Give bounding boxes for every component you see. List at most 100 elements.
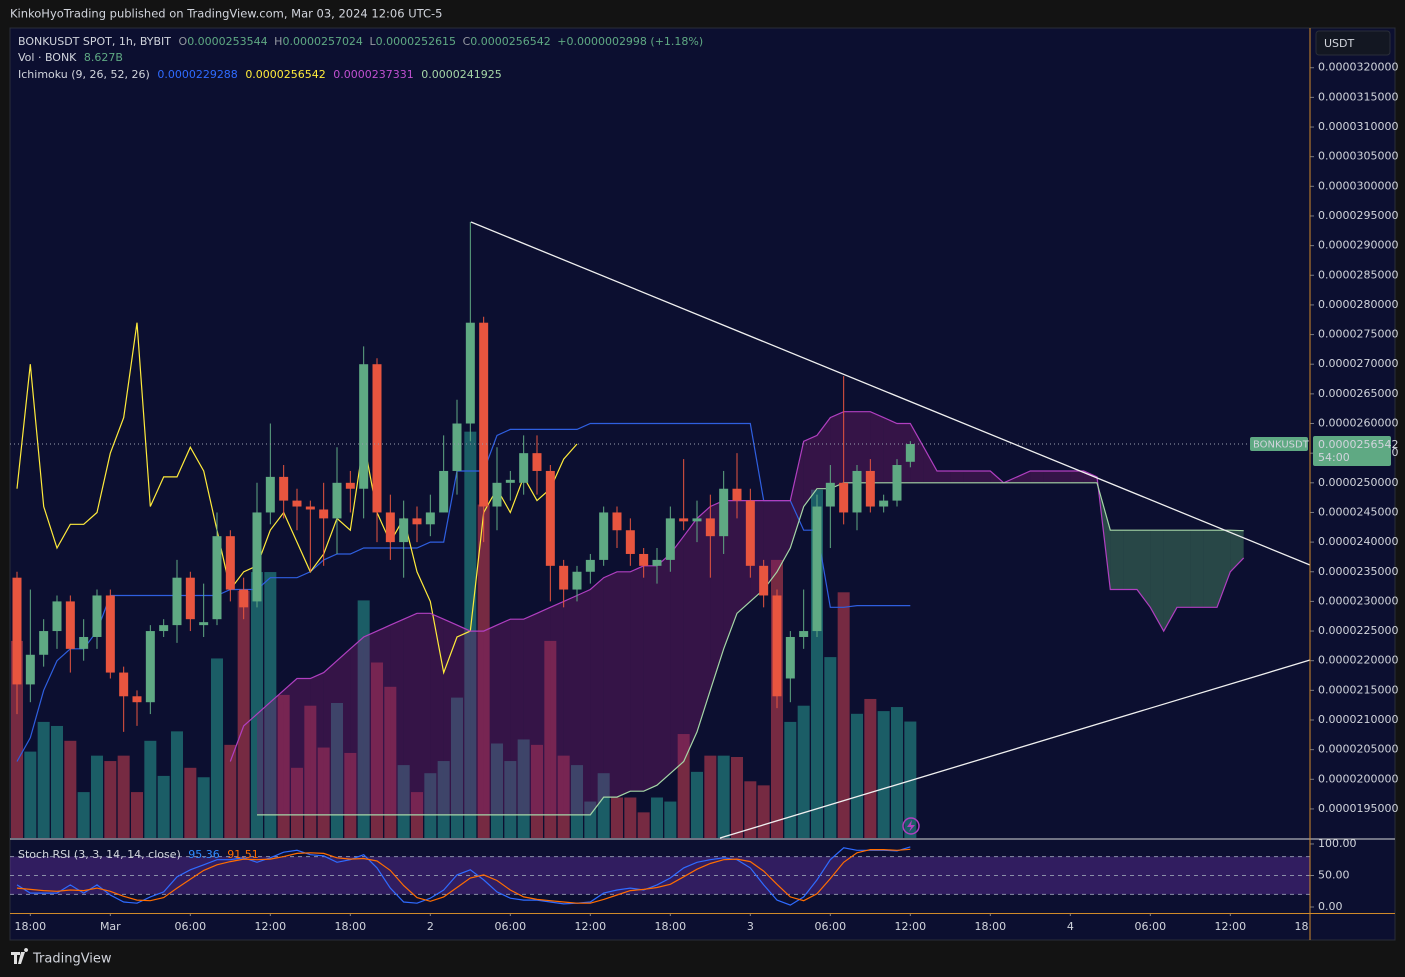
volume-bar — [91, 755, 103, 838]
trend-line — [470, 221, 1311, 566]
volume-bar — [877, 711, 890, 838]
cloud-segment — [1177, 530, 1191, 608]
cloud-segment — [390, 619, 404, 815]
volume-bar — [597, 773, 610, 838]
candle-body — [785, 636, 795, 679]
candle-body — [119, 672, 129, 697]
x-tick-label: 18:00 — [334, 920, 366, 933]
volume-bar — [757, 785, 770, 838]
cloud-segment — [377, 625, 391, 815]
candle-body — [305, 506, 315, 510]
candle-body — [852, 470, 862, 513]
cloud-segment — [710, 500, 724, 691]
cloud-segment — [310, 672, 324, 815]
ichimoku-line — [16, 422, 911, 762]
volume-value: 8.627B — [84, 51, 123, 64]
candle-body — [79, 636, 89, 649]
cloud-segment — [923, 447, 937, 483]
y-tick-label: 0.0000215000 — [1318, 683, 1398, 696]
candle-body — [625, 530, 635, 554]
x-tick-label: 12:00 — [254, 920, 286, 933]
stoch-value: 91.51 — [227, 848, 259, 861]
cloud-segment — [483, 625, 497, 815]
candle-body — [465, 322, 475, 424]
cloud-segment — [1150, 530, 1164, 632]
volume-bar — [24, 751, 37, 838]
legend-volume: Vol · BONK 8.627B — [18, 51, 123, 64]
volume-bar — [277, 694, 290, 838]
volume-bar — [331, 703, 343, 838]
y-tick-label: 0.0000270000 — [1318, 357, 1398, 370]
currency-button[interactable] — [1315, 30, 1391, 56]
symbol-tag: BONKUSDT — [1253, 440, 1310, 451]
alert-icon[interactable] — [902, 817, 920, 835]
currency[interactable]: USDT — [1324, 37, 1355, 50]
candle-body — [599, 512, 609, 560]
volume-bar — [611, 797, 623, 838]
cloud-segment — [283, 678, 297, 815]
cloud-segment — [1203, 530, 1217, 608]
ichimoku-value: 0.0000237331 — [333, 68, 413, 81]
volume-bar — [37, 721, 50, 838]
candle-body — [732, 488, 742, 501]
x-tick-label: 3 — [747, 920, 754, 933]
price-tag-bg — [1313, 436, 1391, 467]
y-tick-label: 0.0000200000 — [1318, 772, 1398, 785]
cloud-segment — [683, 518, 697, 762]
ohlc-value: 0.0000257024 — [282, 35, 362, 48]
cloud-segment — [1190, 530, 1204, 608]
volume-bar — [171, 731, 183, 838]
cloud-segment — [563, 595, 577, 815]
cloud-segment — [1030, 470, 1044, 483]
cloud-segment — [1123, 530, 1137, 590]
cloud-segment — [790, 441, 804, 549]
candle-body — [612, 512, 622, 531]
candle-body — [412, 518, 422, 525]
ichimoku-value: 0.0000229288 — [157, 68, 237, 81]
candle-body — [719, 488, 729, 537]
cloud-segment — [510, 619, 524, 815]
y-tick-label: 0.0000250000 — [1318, 476, 1398, 489]
candle-body — [799, 631, 809, 637]
volume-bar — [731, 757, 743, 838]
ichimoku-value: 0.0000256542 — [245, 68, 325, 81]
volume-bar — [637, 812, 650, 838]
volume-bar — [451, 697, 463, 838]
volume-bar — [344, 752, 357, 838]
volume-bar — [237, 590, 250, 838]
volume-bar — [384, 686, 397, 838]
cloud-segment — [1070, 470, 1084, 483]
ohlc-value: 0.0000252615 — [376, 35, 456, 48]
x-tick-label: 2 — [427, 920, 434, 933]
cloud-segment — [603, 571, 617, 798]
volume-bar — [424, 773, 437, 838]
y-tick-label: 50.00 — [1318, 868, 1350, 881]
volume-bar — [304, 705, 317, 838]
volume-bar — [104, 761, 117, 838]
volume-bar — [824, 657, 837, 838]
alert-icon-bolt — [907, 820, 915, 832]
y-tick-label: 0.0000300000 — [1318, 179, 1398, 192]
volume-bar — [544, 640, 557, 838]
candle-body — [585, 559, 595, 572]
candle-body — [199, 622, 209, 626]
volume-bar — [664, 801, 677, 838]
candle-body — [745, 500, 755, 566]
cloud-segment — [857, 411, 871, 483]
candle-body — [452, 423, 462, 471]
stoch-value: 95.36 — [188, 848, 220, 861]
legend-main: BONKUSDT SPOT, 1h, BYBIT O0.0000253544 H… — [18, 35, 703, 48]
y-tick-label: 0.0000275000 — [1318, 328, 1398, 341]
ohlc-value: 0.0000256542 — [470, 35, 550, 48]
volume-bar — [624, 797, 637, 838]
price-tag: 0.0000256542 — [1318, 438, 1398, 451]
candle-body — [399, 518, 409, 543]
volume-bar — [797, 705, 810, 838]
y-tick-label: 0.0000210000 — [1318, 713, 1398, 726]
y-tick-label: 0.0000240000 — [1318, 535, 1398, 548]
stoch-line — [16, 846, 911, 906]
volume-bar — [211, 658, 223, 838]
candle-body — [372, 364, 382, 513]
candle-body — [172, 577, 182, 626]
cloud-segment — [577, 589, 591, 815]
